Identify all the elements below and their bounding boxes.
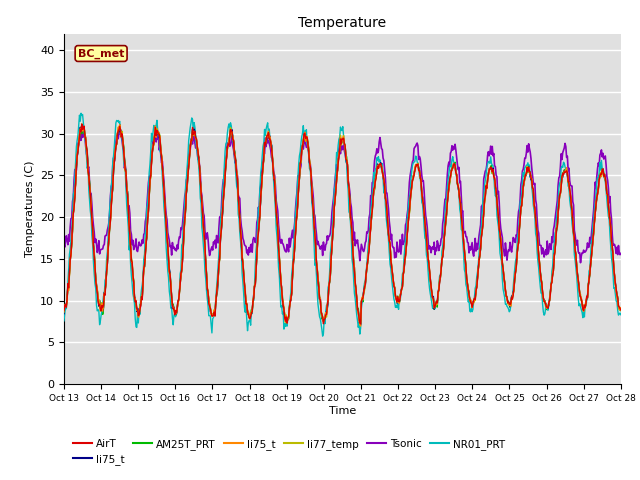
Legend: AirT, li75_t, AM25T_PRT, li75_t, li77_temp, Tsonic, NR01_PRT: AirT, li75_t, AM25T_PRT, li75_t, li77_te… [69,435,509,469]
Text: BC_met: BC_met [78,48,124,59]
X-axis label: Time: Time [329,406,356,416]
Y-axis label: Temperatures (C): Temperatures (C) [24,160,35,257]
Title: Temperature: Temperature [298,16,387,30]
